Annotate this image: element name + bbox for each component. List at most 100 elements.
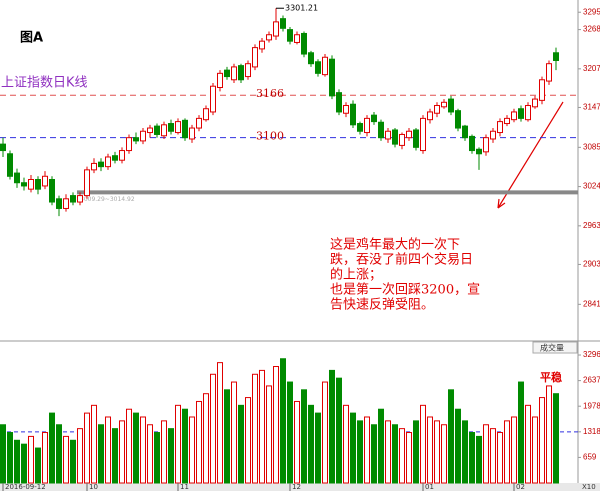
candle-body bbox=[294, 34, 300, 43]
candle-body bbox=[343, 105, 349, 114]
candle-body bbox=[336, 92, 342, 113]
volume-bar bbox=[378, 408, 384, 484]
y-tick-label: 2903 bbox=[583, 260, 600, 269]
candle-body bbox=[490, 130, 496, 140]
vol-tick-label: 1318 bbox=[583, 427, 600, 436]
volume-bar bbox=[112, 428, 118, 484]
candle-body bbox=[49, 179, 55, 203]
candle-body bbox=[0, 143, 6, 152]
candle-body bbox=[483, 137, 489, 153]
candle-body bbox=[434, 105, 440, 114]
candle-body bbox=[133, 137, 139, 142]
candle-body bbox=[525, 105, 531, 121]
volume-bar bbox=[56, 424, 62, 484]
candle-body bbox=[56, 198, 62, 209]
volume-bar bbox=[308, 404, 314, 484]
volume-bar bbox=[385, 420, 391, 484]
candle-body bbox=[21, 182, 27, 187]
volume-bar bbox=[210, 373, 216, 484]
candle-body bbox=[427, 111, 433, 121]
candle-body bbox=[280, 18, 286, 29]
date-label: 11 bbox=[180, 483, 189, 491]
candle-body bbox=[91, 162, 97, 171]
volume-bar bbox=[154, 432, 160, 484]
volume-bar bbox=[357, 420, 363, 484]
volume-bar bbox=[413, 420, 419, 484]
support-label: 3009.29~3014.92 bbox=[80, 196, 135, 203]
volume-bar bbox=[497, 432, 503, 484]
volume-bar bbox=[14, 439, 20, 484]
candle-body bbox=[322, 56, 328, 76]
volume-bar bbox=[462, 420, 468, 484]
candle-body bbox=[252, 47, 258, 68]
volume-bar bbox=[133, 412, 139, 484]
candle-body bbox=[553, 52, 559, 61]
volume-button[interactable] bbox=[532, 341, 578, 354]
date-label: 2016-09-12 bbox=[5, 483, 46, 491]
volume-bar bbox=[518, 381, 524, 484]
y-tick-label: 3295 bbox=[583, 7, 600, 16]
candle-body bbox=[259, 40, 265, 50]
y-tick-label: 3085 bbox=[583, 142, 600, 151]
volume-bar bbox=[392, 424, 398, 484]
volume-bar bbox=[553, 393, 559, 484]
volume-bar bbox=[427, 416, 433, 484]
candle-body bbox=[357, 123, 363, 132]
candle-body bbox=[14, 172, 20, 184]
candle-body bbox=[448, 98, 454, 113]
candle-body bbox=[364, 117, 370, 134]
candle-body bbox=[371, 114, 377, 123]
candle-body bbox=[301, 32, 307, 55]
candle-body bbox=[350, 103, 356, 126]
candle-body bbox=[70, 195, 76, 203]
candle-body bbox=[77, 195, 83, 203]
candle-body bbox=[63, 198, 69, 209]
volume-bar bbox=[238, 404, 244, 484]
y-tick-label: 3024 bbox=[583, 182, 600, 191]
volume-bar bbox=[182, 408, 188, 484]
candle-body bbox=[238, 65, 244, 81]
date-label: 12 bbox=[292, 483, 301, 491]
volume-bar bbox=[259, 369, 265, 484]
peak-label: 3301.21 bbox=[285, 4, 318, 13]
ref-label: 3100 bbox=[256, 130, 284, 143]
candle-body bbox=[518, 108, 524, 119]
volume-bar bbox=[294, 400, 300, 484]
volume-bar bbox=[168, 428, 174, 484]
candle-body bbox=[210, 85, 216, 113]
candle-body bbox=[266, 34, 272, 41]
y-tick-label: 2841 bbox=[583, 299, 600, 308]
candle-body bbox=[399, 133, 405, 146]
volume-bar bbox=[35, 447, 41, 484]
volume-bar bbox=[245, 397, 251, 484]
volume-bar bbox=[91, 404, 97, 484]
volume-bar bbox=[406, 432, 412, 484]
volume-bar bbox=[504, 420, 510, 484]
candle-body bbox=[105, 156, 111, 168]
candle-body bbox=[28, 179, 34, 190]
candle-body bbox=[546, 63, 552, 82]
volume-bar bbox=[469, 432, 475, 484]
candle-body bbox=[469, 135, 475, 152]
candle-body bbox=[7, 153, 13, 177]
volume-bar bbox=[49, 412, 55, 484]
candle-body bbox=[420, 117, 426, 152]
volume-bar bbox=[84, 412, 90, 484]
volume-bar bbox=[315, 412, 321, 484]
y-tick-label: 3147 bbox=[583, 103, 600, 112]
volume-button-label[interactable]: 成交量 bbox=[540, 343, 564, 353]
candle-body bbox=[378, 121, 384, 139]
candle-body bbox=[287, 29, 293, 42]
candle-body bbox=[532, 98, 538, 108]
candle-body bbox=[196, 117, 202, 129]
figure-label: 图A bbox=[20, 31, 43, 46]
candle-body bbox=[175, 121, 181, 134]
vol-tick-label: 2637 bbox=[583, 376, 600, 385]
candle-body bbox=[84, 169, 90, 197]
chart-label: 上证指数日K线 bbox=[1, 76, 88, 91]
volume-bar bbox=[455, 408, 461, 484]
volume-bar bbox=[532, 416, 538, 484]
candle-body bbox=[462, 125, 468, 139]
volume-bar bbox=[441, 424, 447, 484]
ref-label: 3166 bbox=[256, 87, 284, 100]
